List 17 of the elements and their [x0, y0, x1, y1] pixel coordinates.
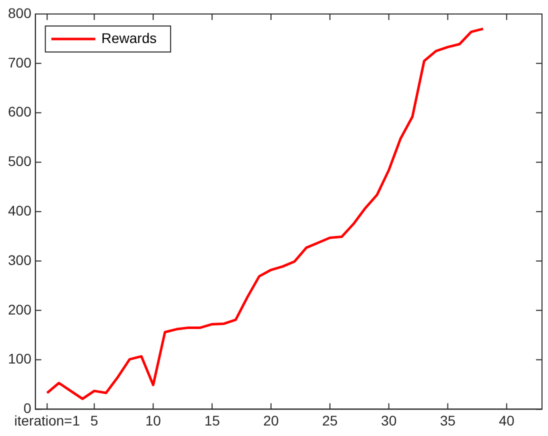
x-tick-label: 35	[440, 412, 456, 428]
x-tick-label: 25	[322, 412, 338, 428]
x-tick-label: 30	[381, 412, 397, 428]
y-tick-label: 700	[8, 54, 32, 70]
x-tick-label: 15	[204, 412, 220, 428]
y-tick-label: 100	[8, 350, 32, 367]
y-tick-label: 200	[8, 301, 32, 318]
x-tick-label: 40	[498, 412, 515, 428]
legend-label: Rewards	[101, 30, 157, 46]
y-tick-label: 300	[8, 252, 32, 268]
x-tick-label: 5	[90, 412, 98, 428]
y-tick-label: 500	[8, 153, 32, 170]
y-tick-label: 600	[8, 104, 32, 120]
y-tick-label: 800	[8, 4, 32, 21]
x-tick-label: 10	[145, 412, 162, 428]
y-tick-label: 400	[8, 202, 32, 218]
x-tick-label: 20	[263, 412, 280, 428]
